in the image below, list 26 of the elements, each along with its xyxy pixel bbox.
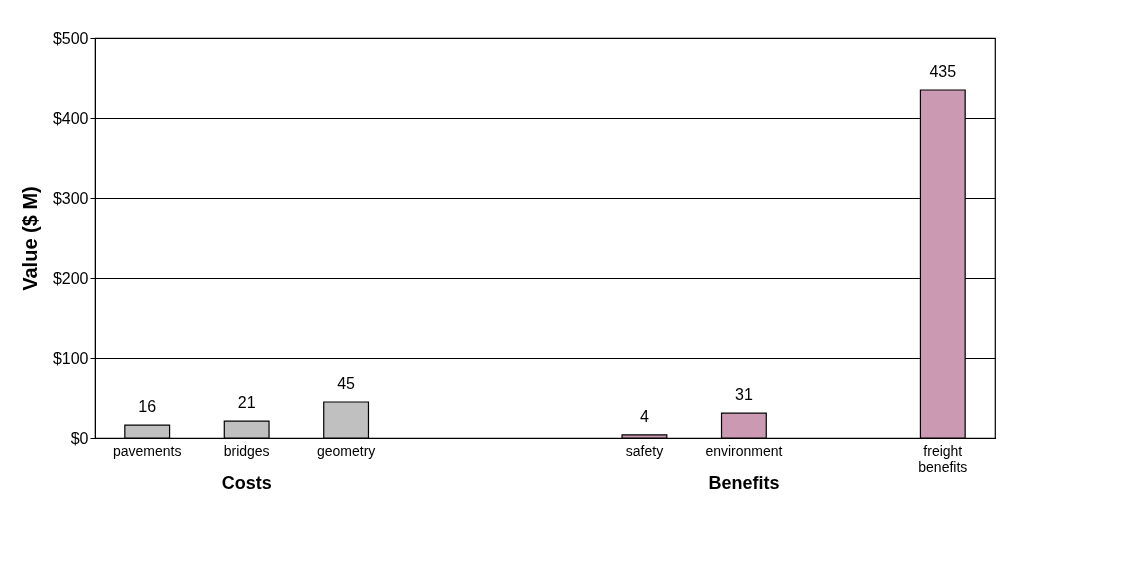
bar [124,424,171,439]
y-tick-label: $300 [52,189,89,207]
data-label: 31 [735,386,753,404]
text: Benefits [708,473,780,493]
bar [223,420,270,439]
bar [323,401,370,439]
y-tick-label: $500 [52,29,89,47]
data-label: 45 [337,375,356,392]
x-tick-label: geometry [316,442,376,459]
y-axis-title: Value ($ M) [18,186,41,291]
x-tick-label: safety [625,442,664,459]
bar [720,412,767,439]
data-label: 21 [237,394,256,412]
data-label: 16 [138,398,157,416]
series-label: Costs [221,473,272,493]
y-tick-label: $0 [70,429,89,447]
y-tick-label: $400 [52,109,89,127]
x-tick-label: bridges [223,442,270,459]
y-tick-label: $100 [52,349,89,367]
data-label: 4 [639,407,649,425]
bar [621,434,668,439]
x-tick-label: freight benefits [918,442,968,475]
data-label: 435 [929,63,957,80]
x-tick-label: environment [705,442,783,459]
y-tick-label: $200 [52,269,89,287]
x-tick-label: pavements [112,442,182,459]
